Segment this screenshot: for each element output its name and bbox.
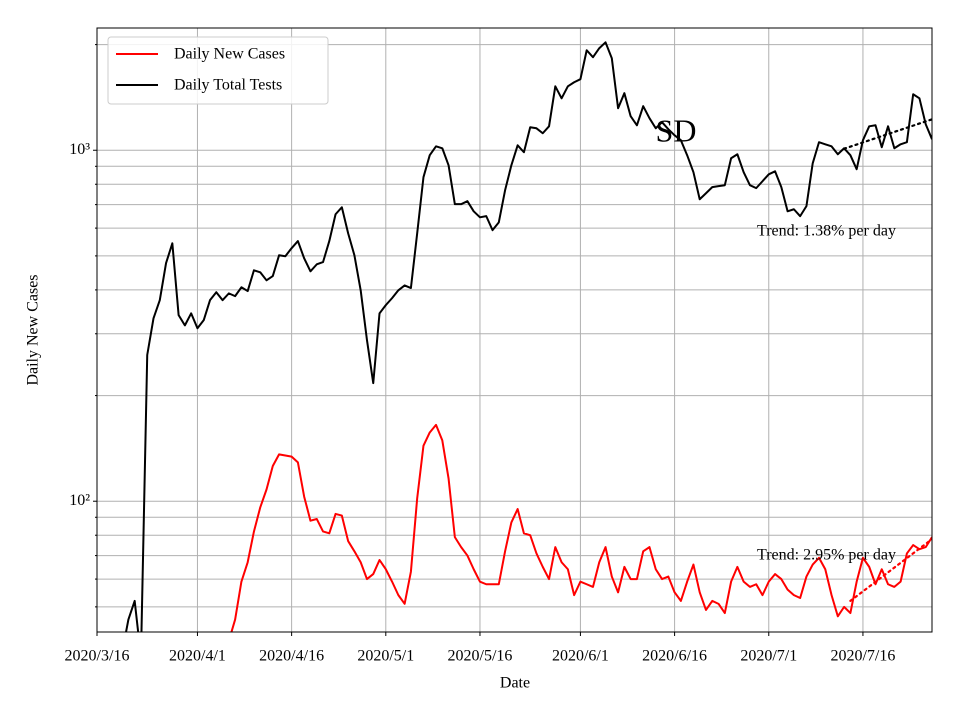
legend-box [107,36,329,105]
legend-label: Daily New Cases [174,46,285,63]
annotation: SD [656,112,697,148]
x-tick-label: 2020/4/1 [169,648,226,665]
x-tick-label: 2020/5/1 [357,648,414,665]
x-tick-label: 2020/4/16 [259,648,324,665]
y-axis-label: Daily New Cases [25,274,42,385]
annotation: Trend: 2.95% per day [757,547,896,564]
trend-line [843,118,932,150]
plot-frame [96,27,933,633]
x-tick-label: 2020/7/16 [830,648,895,665]
legend-label: Daily Total Tests [174,77,282,94]
series-line [230,423,932,632]
x-tick-label: 2020/6/16 [642,648,707,665]
x-tick-label: 2020/3/16 [65,648,130,665]
annotation: Trend: 1.38% per day [757,223,896,240]
x-tick-label: 2020/5/16 [448,648,513,665]
trend-line [849,537,932,602]
y-tick-label: 10² [69,492,90,509]
y-tick-label: 10³ [69,141,90,158]
x-tick-label: 2020/6/1 [552,648,609,665]
series-line [125,41,932,632]
legend: Daily New Cases Daily Total Tests [107,36,329,105]
plot-area [125,41,932,632]
x-tick-label: 2020/7/1 [740,648,797,665]
x-axis-label: Date [500,675,530,692]
